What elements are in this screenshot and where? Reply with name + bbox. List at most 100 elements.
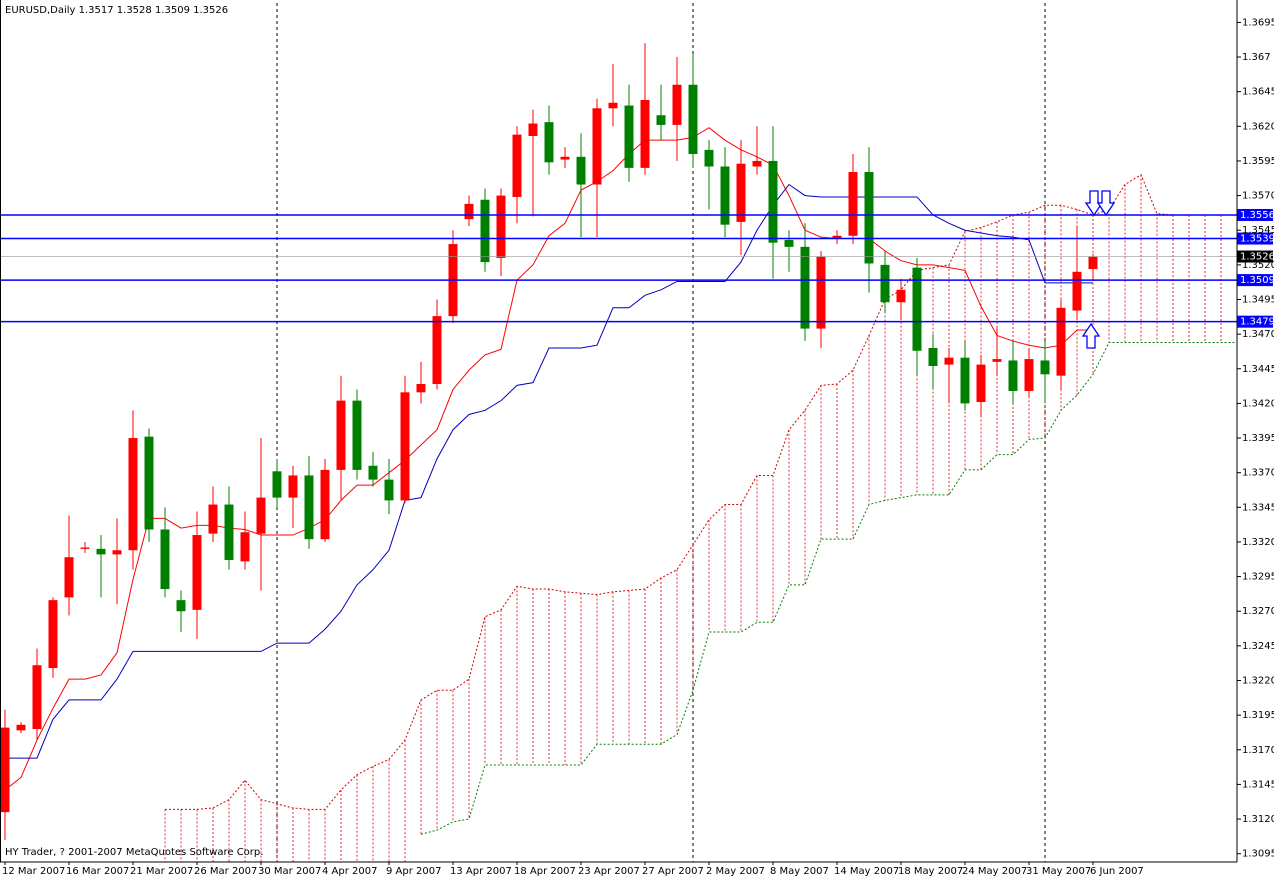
candle-body	[880, 264, 890, 303]
candle-body	[1072, 271, 1082, 311]
candle-body	[672, 84, 682, 125]
y-tick-label: 1.3345	[1242, 502, 1274, 513]
candle-body	[256, 497, 266, 534]
y-tick-label: 1.3195	[1242, 710, 1274, 721]
x-tick-label: 26 Mar 2007	[194, 866, 257, 877]
y-tick-label: 1.3445	[1242, 364, 1274, 375]
candle-body	[224, 504, 234, 560]
x-tick-label: 8 May 2007	[770, 866, 829, 877]
candle-body	[992, 359, 1002, 362]
y-tick-label: 1.3470	[1242, 329, 1274, 340]
y-tick-label: 1.3320	[1242, 537, 1274, 548]
y-tick-label: 1.3620	[1242, 121, 1274, 132]
level-box	[1237, 315, 1273, 328]
candle-body	[80, 547, 90, 549]
candle-body	[32, 665, 42, 729]
candle-body	[192, 535, 202, 610]
candle-body	[592, 108, 602, 185]
candle-body	[1024, 359, 1034, 391]
y-tick-label: 1.3545	[1242, 225, 1274, 236]
level-label: 1.3539	[1240, 234, 1274, 245]
x-tick-label: 18 Apr 2007	[514, 866, 576, 877]
candle-body	[928, 347, 938, 366]
level-label: 1.3479	[1240, 317, 1274, 328]
candle-body	[736, 163, 746, 222]
candle-body	[336, 400, 346, 470]
x-tick-label: 16 Mar 2007	[66, 866, 129, 877]
level-label: 1.3509	[1240, 275, 1274, 286]
candle-body	[576, 156, 586, 185]
y-tick-label: 1.3095	[1242, 849, 1274, 860]
candle-body	[848, 172, 858, 236]
y-tick-label: 1.3695	[1242, 17, 1274, 28]
candle-body	[528, 123, 538, 137]
candle-body	[912, 267, 922, 351]
x-tick-label: 12 Mar 2007	[2, 866, 65, 877]
candle-body	[640, 99, 650, 168]
candle-body	[560, 156, 570, 160]
level-box	[1237, 274, 1273, 287]
plot-area	[0, 43, 1238, 862]
candle-body	[160, 529, 170, 590]
candle-body	[96, 548, 106, 555]
up-arrow	[1081, 322, 1101, 349]
candle-body	[960, 357, 970, 404]
candle-body	[208, 504, 218, 534]
chart-title: EURUSD,Daily 1.3517 1.3528 1.3509 1.3526	[5, 5, 228, 16]
y-tick-label: 1.3370	[1242, 468, 1274, 479]
candle-body	[64, 557, 74, 598]
candle-body	[544, 122, 554, 163]
candle-body	[368, 465, 378, 480]
down-arrow	[1096, 190, 1116, 217]
candle-body	[16, 724, 26, 731]
y-tick-label: 1.367	[1242, 52, 1271, 63]
indicator-line	[4, 127, 1093, 791]
level-label: 1.3556	[1240, 210, 1274, 221]
candle-body	[864, 172, 874, 264]
candle-body	[800, 246, 810, 329]
candle-body	[144, 436, 154, 530]
candle-body	[784, 239, 794, 247]
level-box	[1237, 232, 1273, 245]
candle-body	[240, 532, 250, 562]
candle-body	[384, 479, 394, 501]
candle-body	[48, 600, 58, 669]
x-tick-label: 14 May 2007	[834, 866, 899, 877]
candle-body	[1040, 360, 1050, 375]
y-tick-label: 1.3270	[1242, 606, 1274, 617]
x-tick-label: 6 Jun 2007	[1090, 866, 1144, 877]
candle-body	[624, 105, 634, 168]
y-tick-label: 1.3295	[1242, 572, 1274, 583]
candle-body	[400, 392, 410, 501]
candle-body	[752, 160, 762, 167]
candle-body	[112, 550, 122, 555]
arrows	[1081, 190, 1116, 349]
candle-body	[608, 102, 618, 109]
candle-body	[1088, 256, 1098, 270]
last-price-box	[1237, 250, 1273, 263]
y-tick-label: 1.3220	[1242, 676, 1274, 687]
candle-body	[272, 471, 282, 498]
x-tick-label: 13 Apr 2007	[450, 866, 512, 877]
y-tick-label: 1.3145	[1242, 779, 1274, 790]
y-tick-label: 1.3170	[1242, 745, 1274, 756]
x-tick-label: 21 Mar 2007	[130, 866, 193, 877]
candle-body	[896, 289, 906, 303]
y-tick-label: 1.3395	[1242, 433, 1274, 444]
x-tick-label: 4 Apr 2007	[322, 866, 377, 877]
candle-body	[1008, 360, 1018, 391]
candle-body	[416, 384, 426, 393]
candle-body	[304, 475, 314, 540]
y-tick-label: 1.3570	[1242, 191, 1274, 202]
x-tick-label: 2 May 2007	[706, 866, 765, 877]
indicator-line	[5, 183, 1093, 759]
candle-body	[816, 256, 826, 329]
candle-body	[512, 134, 522, 197]
overlay: 1.3526 1.3556 1.3539 1.3509 1.3479	[1237, 208, 1274, 328]
down-arrow	[1084, 190, 1104, 217]
x-tick-label: 31 May 2007	[1026, 866, 1091, 877]
y-tick-label: 1.3595	[1242, 156, 1274, 167]
last-price-label: 1.3526	[1240, 252, 1274, 263]
candle-body	[688, 84, 698, 155]
